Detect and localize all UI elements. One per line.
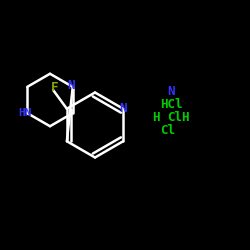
Text: N: N bbox=[120, 102, 127, 115]
Text: Cl: Cl bbox=[160, 124, 175, 137]
Text: ClH: ClH bbox=[168, 111, 190, 124]
Text: N: N bbox=[68, 79, 75, 92]
Text: HCl: HCl bbox=[160, 98, 182, 111]
Text: H: H bbox=[152, 111, 160, 124]
Text: N: N bbox=[168, 85, 175, 98]
Text: HN: HN bbox=[18, 108, 32, 118]
Text: F: F bbox=[50, 80, 58, 94]
